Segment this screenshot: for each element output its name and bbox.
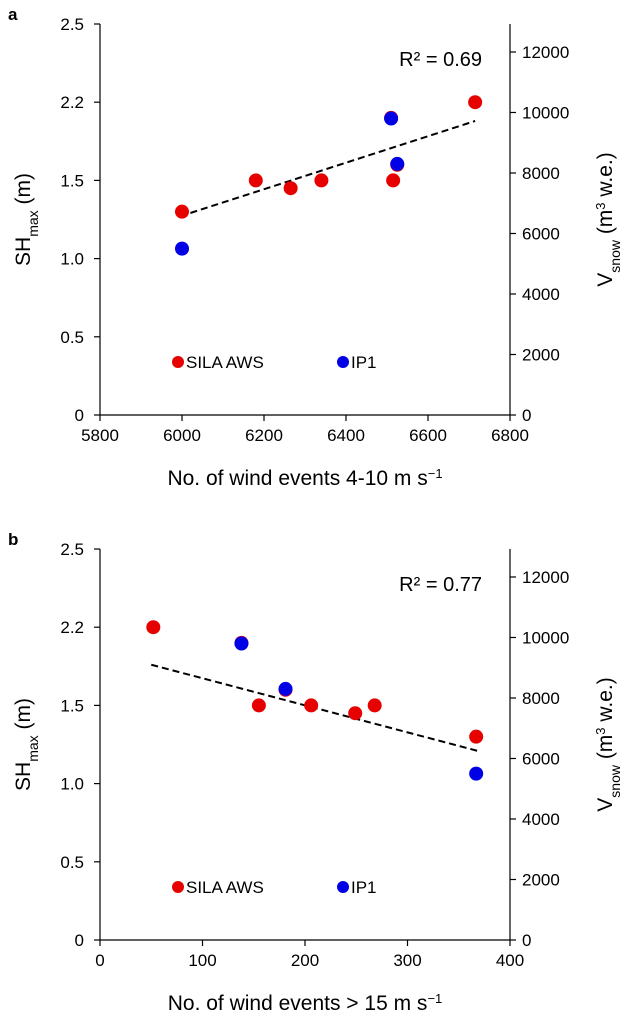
- y-tick-label: 0.5: [60, 853, 84, 872]
- y-tick-label: 1.0: [60, 250, 84, 269]
- label-part: −1: [428, 466, 443, 481]
- point: [314, 173, 329, 188]
- legend-label: SILA AWS: [186, 353, 264, 372]
- x-tick-label: 6400: [327, 426, 365, 445]
- y2-tick-label: 0: [522, 931, 531, 950]
- y2-tick-label: 10000: [522, 103, 569, 122]
- y-tick-label: 2.5: [60, 540, 84, 559]
- point: [304, 698, 319, 713]
- point: [278, 681, 293, 696]
- x-tick-label: 200: [291, 951, 319, 970]
- point: [386, 173, 401, 188]
- y-axis-title: SHmax (m): [12, 173, 41, 266]
- point: [175, 204, 189, 219]
- label-part: No. of wind events > 15 m s: [168, 992, 428, 1015]
- y-tick-label: 0.5: [60, 328, 84, 347]
- y2-tick-label: 6000: [522, 224, 560, 243]
- label-part: 3: [593, 202, 608, 209]
- legend-marker: [172, 881, 184, 893]
- legend-marker: [337, 356, 349, 368]
- point: [283, 181, 298, 196]
- label-part: No. of wind events 4-10 m s: [167, 467, 427, 490]
- y-tick-label: 2.2: [60, 93, 84, 112]
- x-tick-label: 300: [393, 951, 421, 970]
- x-axis-title: No. of wind events > 15 m s−1: [168, 991, 443, 1016]
- label-part: w.e.): [594, 152, 617, 202]
- legend-marker: [337, 881, 349, 893]
- label-part: (m: [594, 210, 617, 240]
- point: [469, 729, 484, 744]
- y2-tick-label: 6000: [522, 749, 560, 768]
- label-part: SH: [12, 762, 35, 791]
- y2-tick-label: 4000: [522, 285, 560, 304]
- y2-tick-label: 4000: [522, 810, 560, 829]
- label-part: snow: [607, 764, 623, 798]
- y-tick-label: 2.2: [60, 618, 84, 637]
- y-tick-label: 1.5: [60, 696, 84, 715]
- point: [251, 698, 266, 713]
- y2-tick-label: 2000: [522, 870, 560, 889]
- x-axis-title: No. of wind events 4-10 m s−1: [167, 466, 442, 491]
- label-part: (m: [594, 735, 617, 765]
- point: [468, 95, 483, 110]
- y2-tick-label: 8000: [522, 164, 560, 183]
- panel-letter: b: [8, 530, 18, 549]
- label-part: (m): [12, 173, 35, 210]
- label-part: (m): [12, 698, 35, 735]
- panel-letter: a: [8, 5, 18, 24]
- x-tick-label: 6200: [245, 426, 283, 445]
- y-tick-label: 0: [75, 931, 84, 950]
- x-tick-label: 100: [188, 951, 216, 970]
- point: [146, 620, 161, 635]
- point: [384, 111, 399, 126]
- label-part: w.e.): [594, 677, 617, 727]
- label-part: 3: [593, 727, 608, 734]
- y2-axis-title: Vsnow (m3 w.e.): [593, 677, 624, 811]
- x-tick-label: 6600: [409, 426, 447, 445]
- point: [175, 241, 189, 256]
- x-tick-label: 6000: [163, 426, 201, 445]
- x-tick-label: 400: [496, 951, 524, 970]
- y-tick-label: 2.5: [60, 15, 84, 34]
- label-part: max: [25, 735, 41, 761]
- legend-label: IP1: [351, 878, 377, 897]
- point: [348, 706, 363, 721]
- point: [234, 636, 249, 651]
- y2-tick-label: 12000: [522, 568, 569, 587]
- legend-marker: [172, 356, 184, 368]
- trendline: [179, 120, 476, 218]
- y-tick-label: 1.5: [60, 171, 84, 190]
- y2-tick-label: 0: [522, 406, 531, 425]
- y2-axis-title: Vsnow (m3 w.e.): [593, 152, 624, 286]
- point: [367, 698, 382, 713]
- annotation: R² = 0.69: [399, 49, 482, 71]
- y2-tick-label: 2000: [522, 345, 560, 364]
- y2-tick-label: 10000: [522, 628, 569, 647]
- y2-tick-label: 12000: [522, 43, 569, 62]
- legend-label: SILA AWS: [186, 878, 264, 897]
- x-tick-label: 0: [95, 951, 104, 970]
- y-tick-label: 0: [75, 406, 84, 425]
- y2-tick-label: 8000: [522, 689, 560, 708]
- label-part: snow: [607, 239, 623, 273]
- legend-label: IP1: [351, 353, 377, 372]
- point: [390, 156, 405, 171]
- label-part: V: [594, 798, 617, 812]
- label-part: max: [25, 210, 41, 236]
- y-tick-label: 1.0: [60, 775, 84, 794]
- label-part: −1: [427, 991, 442, 1006]
- label-part: V: [594, 273, 617, 287]
- point: [248, 173, 263, 188]
- label-part: SH: [12, 237, 35, 266]
- x-tick-label: 5800: [81, 426, 119, 445]
- y-axis-title: SHmax (m): [12, 698, 41, 791]
- annotation: R² = 0.77: [399, 574, 482, 596]
- x-tick-label: 6800: [491, 426, 529, 445]
- point: [469, 766, 484, 781]
